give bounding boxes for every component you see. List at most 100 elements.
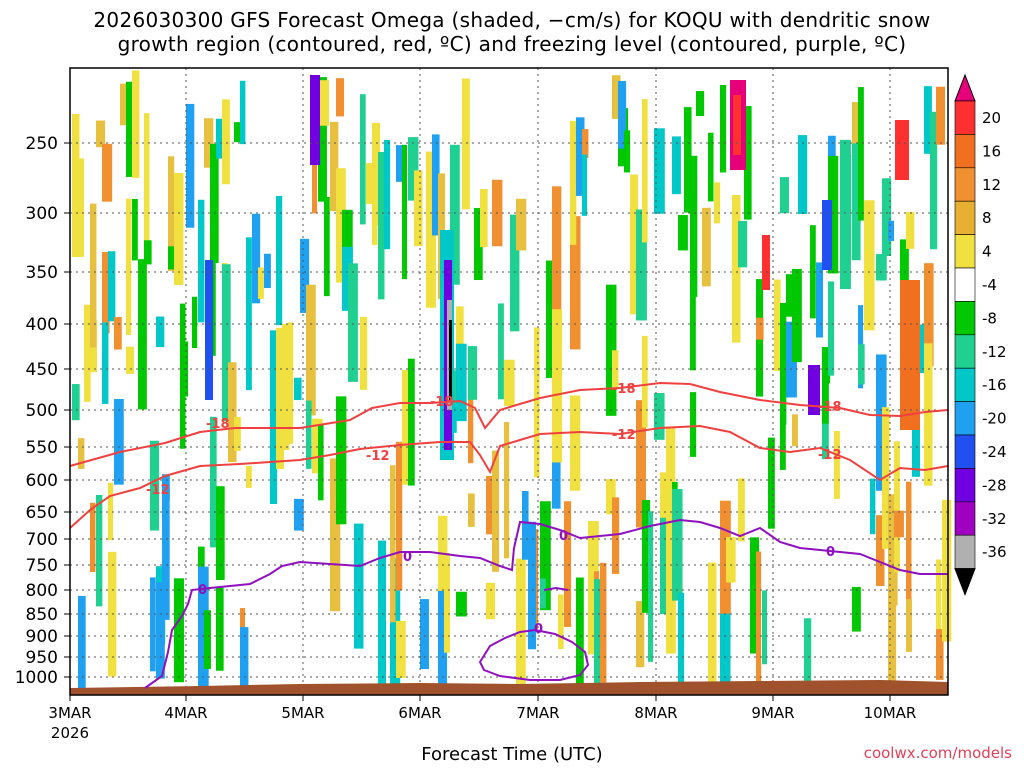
colorbar-label: -12 bbox=[982, 343, 1007, 361]
omega-cell bbox=[570, 395, 581, 491]
omega-cell bbox=[396, 145, 406, 182]
omega-cell bbox=[900, 280, 920, 430]
omega-cell bbox=[684, 107, 692, 213]
omega-cell bbox=[630, 174, 639, 315]
y-tick-label: 550 bbox=[26, 438, 58, 458]
omega-cell bbox=[84, 304, 91, 402]
freezing-level-main bbox=[144, 518, 948, 689]
omega-cell bbox=[720, 605, 731, 690]
omega-cell bbox=[636, 400, 646, 528]
omega-cell bbox=[822, 200, 832, 270]
omega-cell bbox=[852, 143, 861, 261]
omega-cell bbox=[936, 629, 944, 680]
omega-cell bbox=[378, 540, 387, 690]
colorbar-swatch bbox=[954, 434, 976, 469]
x-tick-label: 5MAR bbox=[281, 704, 324, 722]
omega-cell bbox=[318, 424, 324, 501]
colorbar-swatch bbox=[954, 501, 976, 536]
omega-cell bbox=[306, 284, 316, 416]
omega-cell bbox=[408, 137, 419, 201]
colorbar-label: -16 bbox=[982, 376, 1007, 394]
omega-cell bbox=[390, 465, 396, 623]
x-tick-label: 7MAR bbox=[516, 704, 559, 722]
y-tick-label: 250 bbox=[26, 134, 58, 154]
colorbar-swatch bbox=[954, 134, 976, 169]
omega-cell bbox=[216, 118, 227, 159]
omega-cell bbox=[372, 123, 381, 226]
omega-cell bbox=[690, 392, 697, 457]
omega-cell bbox=[192, 296, 198, 348]
omega-cell bbox=[858, 344, 865, 385]
omega-cell bbox=[738, 221, 748, 268]
omega-cell bbox=[756, 551, 762, 685]
omega-cell bbox=[588, 520, 599, 655]
colorbar-cap-top bbox=[954, 73, 976, 102]
x-year-label: 2026 bbox=[51, 724, 89, 742]
omega-cell bbox=[168, 156, 175, 272]
red-contour-label: -12 bbox=[612, 428, 636, 443]
omega-cell bbox=[102, 322, 109, 404]
omega-cell bbox=[918, 324, 928, 374]
omega-cell bbox=[540, 501, 551, 611]
omega-cell bbox=[804, 618, 812, 690]
omega-cell bbox=[534, 327, 540, 478]
colorbar-swatch bbox=[954, 367, 976, 402]
red-contour-label: -18 bbox=[612, 382, 636, 397]
omega-cell bbox=[756, 317, 764, 340]
omega-cell bbox=[780, 415, 786, 470]
colorbar-label: 12 bbox=[982, 176, 1001, 194]
y-tick-label: 700 bbox=[26, 530, 58, 550]
title-line-1: 2026030300 GFS Forecast Omega (shaded, −… bbox=[93, 8, 931, 32]
colorbar-label: -8 bbox=[982, 309, 997, 327]
omega-cell bbox=[870, 478, 876, 535]
omega-cell bbox=[672, 136, 681, 195]
omega-cell bbox=[924, 86, 932, 154]
omega-cell bbox=[72, 113, 80, 258]
omega-cell bbox=[582, 129, 589, 158]
colorbar-swatch bbox=[954, 334, 976, 369]
omega-cell bbox=[504, 421, 510, 559]
omega-cell bbox=[126, 346, 134, 374]
omega-cell bbox=[690, 242, 696, 371]
colorbar-label: -4 bbox=[982, 276, 997, 294]
omega-cell bbox=[114, 398, 124, 485]
omega-cell bbox=[456, 343, 467, 422]
omega-cell bbox=[666, 426, 676, 551]
omega-cell bbox=[366, 163, 373, 204]
omega-cell bbox=[78, 158, 85, 257]
omega-cell bbox=[552, 309, 563, 463]
omega-cell bbox=[342, 209, 353, 274]
omega-cell bbox=[330, 458, 341, 612]
omega-cell bbox=[474, 207, 483, 281]
omega-cell bbox=[516, 558, 526, 690]
omega-cell bbox=[666, 504, 676, 654]
red-contours bbox=[69, 381, 949, 529]
freezing-level-loop bbox=[478, 628, 590, 681]
omega-cell bbox=[906, 211, 915, 249]
omega-cell bbox=[882, 178, 892, 257]
terrain-ground bbox=[70, 680, 948, 695]
omega-cell bbox=[228, 362, 237, 462]
colorbar-swatch bbox=[954, 167, 976, 202]
omega-cell bbox=[798, 135, 808, 214]
omega-cell bbox=[300, 238, 310, 313]
red-contour-lower bbox=[69, 424, 949, 529]
omega-cell bbox=[336, 78, 345, 117]
omega-cell bbox=[708, 562, 717, 690]
omega-cell bbox=[150, 440, 160, 531]
omega-cell bbox=[924, 263, 934, 367]
omega-cell bbox=[174, 172, 184, 286]
x-tick-label: 3MAR bbox=[48, 704, 91, 722]
omega-cell bbox=[450, 370, 461, 405]
colorbar-label: 16 bbox=[982, 142, 1001, 160]
y-tick-label: 750 bbox=[26, 556, 58, 576]
omega-cell bbox=[744, 106, 752, 220]
omega-cell bbox=[696, 91, 705, 117]
omega-cell bbox=[816, 262, 823, 338]
omega-cell bbox=[288, 322, 294, 444]
omega-cell bbox=[894, 441, 900, 573]
omega-cell bbox=[276, 327, 284, 470]
x-tick-label: 4MAR bbox=[164, 704, 207, 722]
omega-cell bbox=[582, 154, 588, 216]
omega-cell bbox=[468, 374, 474, 464]
